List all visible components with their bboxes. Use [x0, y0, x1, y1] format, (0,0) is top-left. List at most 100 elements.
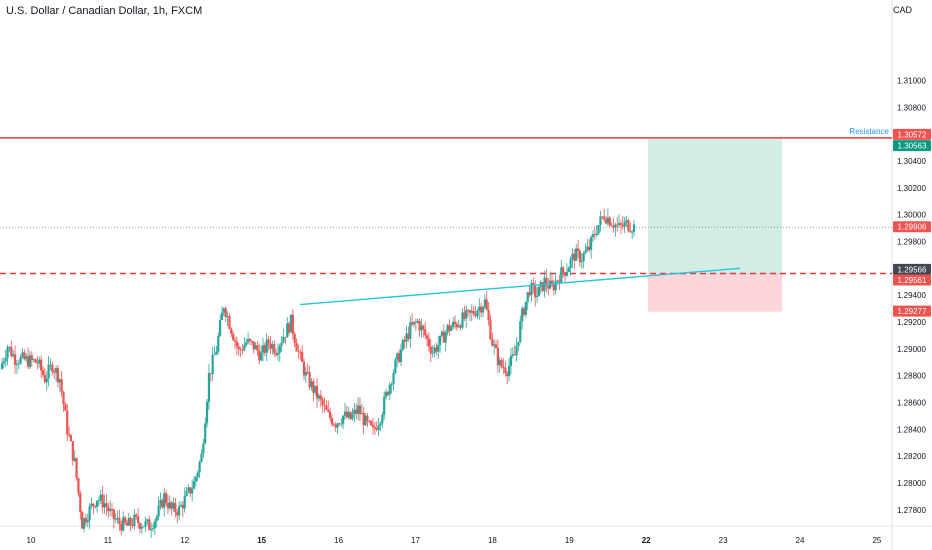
- candle: [129, 516, 132, 532]
- candle: [399, 343, 403, 366]
- candle: [269, 335, 272, 355]
- candle: [40, 355, 43, 379]
- candle: [317, 393, 321, 402]
- candle: [390, 382, 393, 394]
- candle: [183, 487, 186, 513]
- candle: [375, 421, 378, 432]
- candle: [81, 510, 84, 529]
- candle: [442, 324, 445, 343]
- candle: [308, 365, 311, 390]
- price-tick-label: 1.31000: [897, 76, 926, 85]
- candle: [474, 305, 477, 319]
- candle: [614, 222, 617, 237]
- candle: [41, 366, 45, 378]
- price-tick-label: 1.29400: [897, 291, 926, 300]
- candle: [204, 417, 207, 445]
- candle: [43, 368, 46, 384]
- candle: [537, 286, 541, 297]
- long-position-profit-zone[interactable]: [648, 139, 782, 273]
- trendline[interactable]: [299, 267, 741, 306]
- candle: [412, 321, 416, 328]
- candle: [562, 265, 565, 278]
- candle: [237, 343, 240, 356]
- candle: [422, 324, 425, 338]
- candle: [455, 321, 458, 331]
- long-position-loss-zone[interactable]: [648, 272, 782, 312]
- candle: [617, 214, 621, 228]
- candle: [157, 496, 160, 521]
- resistance-label: Resistance: [849, 127, 889, 136]
- candle: [403, 336, 406, 350]
- candle: [248, 338, 252, 346]
- candle: [524, 301, 527, 319]
- candle: [131, 518, 134, 529]
- candle: [205, 399, 209, 428]
- candle: [383, 391, 386, 420]
- candle: [92, 502, 95, 515]
- time-axis: 10 11 12 15 16 17 18 19 22 23 24 25: [27, 536, 882, 545]
- candle: [233, 337, 237, 350]
- candle: [112, 508, 115, 529]
- price-tick-label: 1.30400: [897, 157, 926, 166]
- candle: [8, 346, 11, 353]
- candle: [168, 495, 171, 511]
- candle: [187, 484, 190, 494]
- candle: [576, 239, 580, 259]
- candle: [155, 514, 158, 528]
- candle: [163, 487, 166, 517]
- price-labels: 1.30572 1.30563 1.29906 1.29566 1.29561 1.292…: [893, 128, 931, 317]
- candle: [558, 274, 561, 290]
- candle: [511, 347, 514, 359]
- candle: [21, 348, 24, 359]
- candle: [84, 513, 87, 527]
- candle: [494, 340, 498, 349]
- time-tick-label: 15: [257, 536, 266, 545]
- candle: [136, 508, 140, 529]
- candle: [164, 489, 168, 507]
- candle: [200, 449, 203, 463]
- candle: [116, 510, 119, 524]
- candle: [496, 339, 500, 374]
- candle: [246, 332, 250, 345]
- candle: [79, 490, 82, 520]
- candle: [191, 479, 194, 502]
- candle: [99, 489, 102, 505]
- candle: [575, 244, 578, 261]
- candle: [420, 318, 423, 338]
- candle: [601, 215, 604, 220]
- candle: [94, 505, 97, 509]
- candle: [235, 336, 239, 355]
- time-tick-label: 11: [104, 536, 113, 545]
- candle: [481, 305, 485, 317]
- time-tick-label: 25: [872, 536, 881, 545]
- candle: [179, 501, 183, 508]
- candle: [219, 314, 222, 338]
- candle: [4, 349, 7, 367]
- candle: [254, 342, 257, 350]
- candle: [502, 358, 505, 374]
- candle: [82, 517, 86, 533]
- candle: [526, 292, 529, 311]
- candle: [329, 407, 332, 422]
- candle: [224, 305, 227, 322]
- candle: [623, 216, 626, 234]
- candle: [606, 208, 609, 227]
- candle: [345, 405, 348, 419]
- candle: [276, 343, 280, 361]
- candle: [500, 358, 503, 369]
- candle: [142, 526, 145, 528]
- candle: [632, 219, 636, 237]
- candle: [485, 290, 488, 311]
- candle: [366, 412, 369, 428]
- candle: [73, 450, 76, 463]
- candle: [325, 399, 328, 411]
- candle: [319, 390, 322, 408]
- candle: [135, 512, 138, 520]
- candle: [593, 226, 596, 240]
- candle: [506, 370, 509, 385]
- price-tag-text: 1.30563: [898, 142, 927, 151]
- currency-label: CAD: [892, 5, 912, 15]
- price-tick-label: 1.28800: [897, 372, 926, 381]
- candle: [621, 215, 624, 230]
